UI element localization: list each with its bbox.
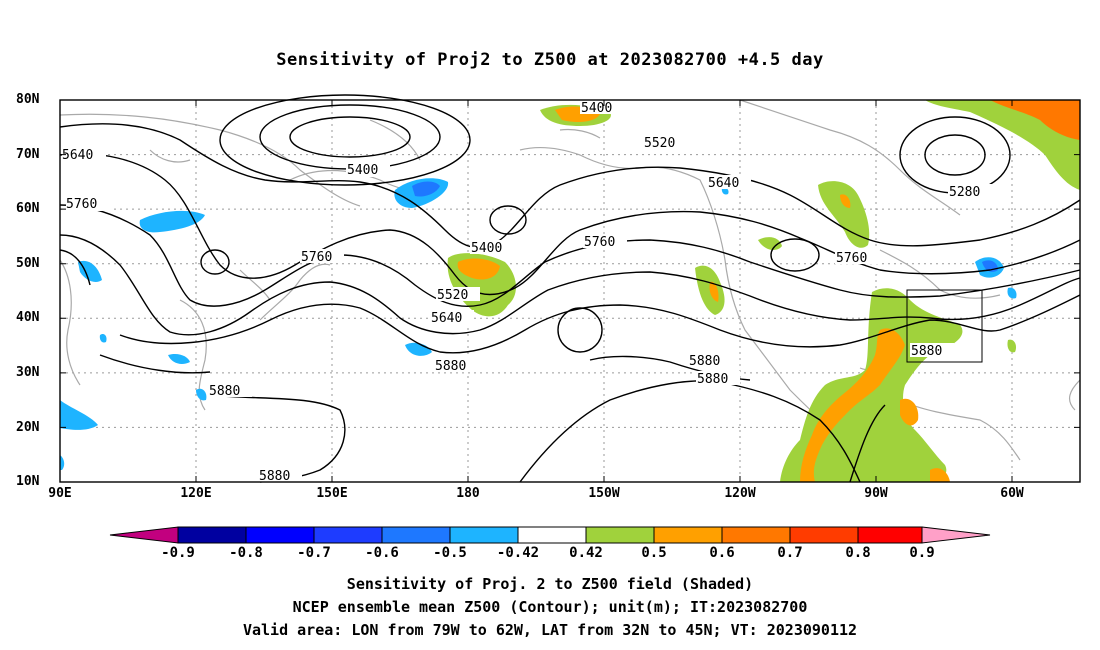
plot-frame — [59, 99, 1081, 483]
contour-label: 5760 — [301, 250, 332, 265]
colorbar-swatch — [381, 526, 451, 544]
contour-label: 5400 — [471, 241, 502, 256]
lon-label: 60W — [1000, 486, 1024, 501]
colorbar-swatch — [245, 526, 315, 544]
colorbar-label: -0.6 — [365, 545, 399, 561]
colorbar-label: -0.7 — [297, 545, 331, 561]
colorbar — [109, 526, 991, 544]
colorbar-swatch — [857, 526, 923, 544]
colorbar-swatch — [449, 526, 519, 544]
lon-label: 150E — [316, 486, 348, 501]
colorbar-label: 0.9 — [909, 545, 935, 561]
map-title: Sensitivity of Proj2 to Z500 at 20230827… — [276, 50, 824, 70]
lon-label: 120W — [724, 486, 756, 501]
colorbar-swatch — [721, 526, 791, 544]
contour-label: 5280 — [949, 185, 980, 200]
contour-label: 5760 — [584, 235, 615, 250]
lat-label: 80N — [16, 92, 40, 107]
lat-label: 20N — [16, 420, 40, 435]
colorbar-swatch — [313, 526, 383, 544]
colorbar-label: -0.8 — [229, 545, 263, 561]
colorbar-swatch — [517, 526, 587, 544]
lat-label: 70N — [16, 147, 40, 162]
lat-label: 50N — [16, 256, 40, 271]
contour-label: 5400 — [347, 163, 378, 178]
contour-label: 5880 — [209, 384, 240, 399]
caption-shaded: Sensitivity of Proj. 2 to Z500 field (Sh… — [346, 575, 754, 593]
colorbar-swatch — [921, 526, 991, 544]
contour-label: 5880 — [689, 354, 720, 369]
colorbar-label: -0.5 — [433, 545, 467, 561]
contour-label: 5880 — [259, 469, 290, 484]
contour-label: 5760 — [66, 197, 97, 212]
lon-label: 120E — [180, 486, 212, 501]
contour-label: 5880 — [697, 372, 728, 387]
contour-label: 5520 — [644, 136, 675, 151]
contour-label: 5520 — [437, 288, 468, 303]
contour-label: 5880 — [911, 344, 942, 359]
lon-label: 90E — [48, 486, 72, 501]
colorbar-swatch — [789, 526, 859, 544]
lat-label: 30N — [16, 365, 40, 380]
colorbar-swatch — [653, 526, 723, 544]
colorbar-label: 0.42 — [569, 545, 603, 561]
plot-area — [60, 100, 1080, 482]
contour-label-group: 5640 5760 5400 5400 5520 5640 5280 5400 … — [62, 100, 992, 484]
lon-label: 90W — [864, 486, 888, 501]
colorbar-label: 0.6 — [709, 545, 735, 561]
lon-label: 150W — [588, 486, 620, 501]
contour-label: 5640 — [431, 311, 462, 326]
caption-contour: NCEP ensemble mean Z500 (Contour); unit(… — [292, 598, 808, 616]
lon-label: 180 — [456, 486, 480, 501]
contour-label: 5880 — [435, 359, 466, 374]
colorbar-swatch — [109, 526, 179, 544]
lat-label: 60N — [16, 201, 40, 216]
colorbar-swatch — [177, 526, 247, 544]
colorbar-label: -0.42 — [496, 545, 540, 561]
positive-sensitivity-darkorange — [990, 100, 1080, 140]
colorbar-label: 0.7 — [777, 545, 803, 561]
colorbar-label: 0.5 — [641, 545, 667, 561]
colorbar-swatch — [585, 526, 655, 544]
colorbar-label: 0.8 — [845, 545, 871, 561]
contour-label: 5760 — [836, 251, 867, 266]
contour-label: 5640 — [708, 176, 739, 191]
lat-label: 10N — [16, 474, 40, 489]
contour-label: 5400 — [581, 101, 612, 116]
contour-label: 5640 — [62, 148, 93, 163]
z500-contours — [59, 94, 1081, 483]
lat-label: 40N — [16, 310, 40, 325]
colorbar-label: -0.9 — [161, 545, 195, 561]
caption-valid-area: Valid area: LON from 79W to 62W, LAT fro… — [242, 621, 858, 639]
